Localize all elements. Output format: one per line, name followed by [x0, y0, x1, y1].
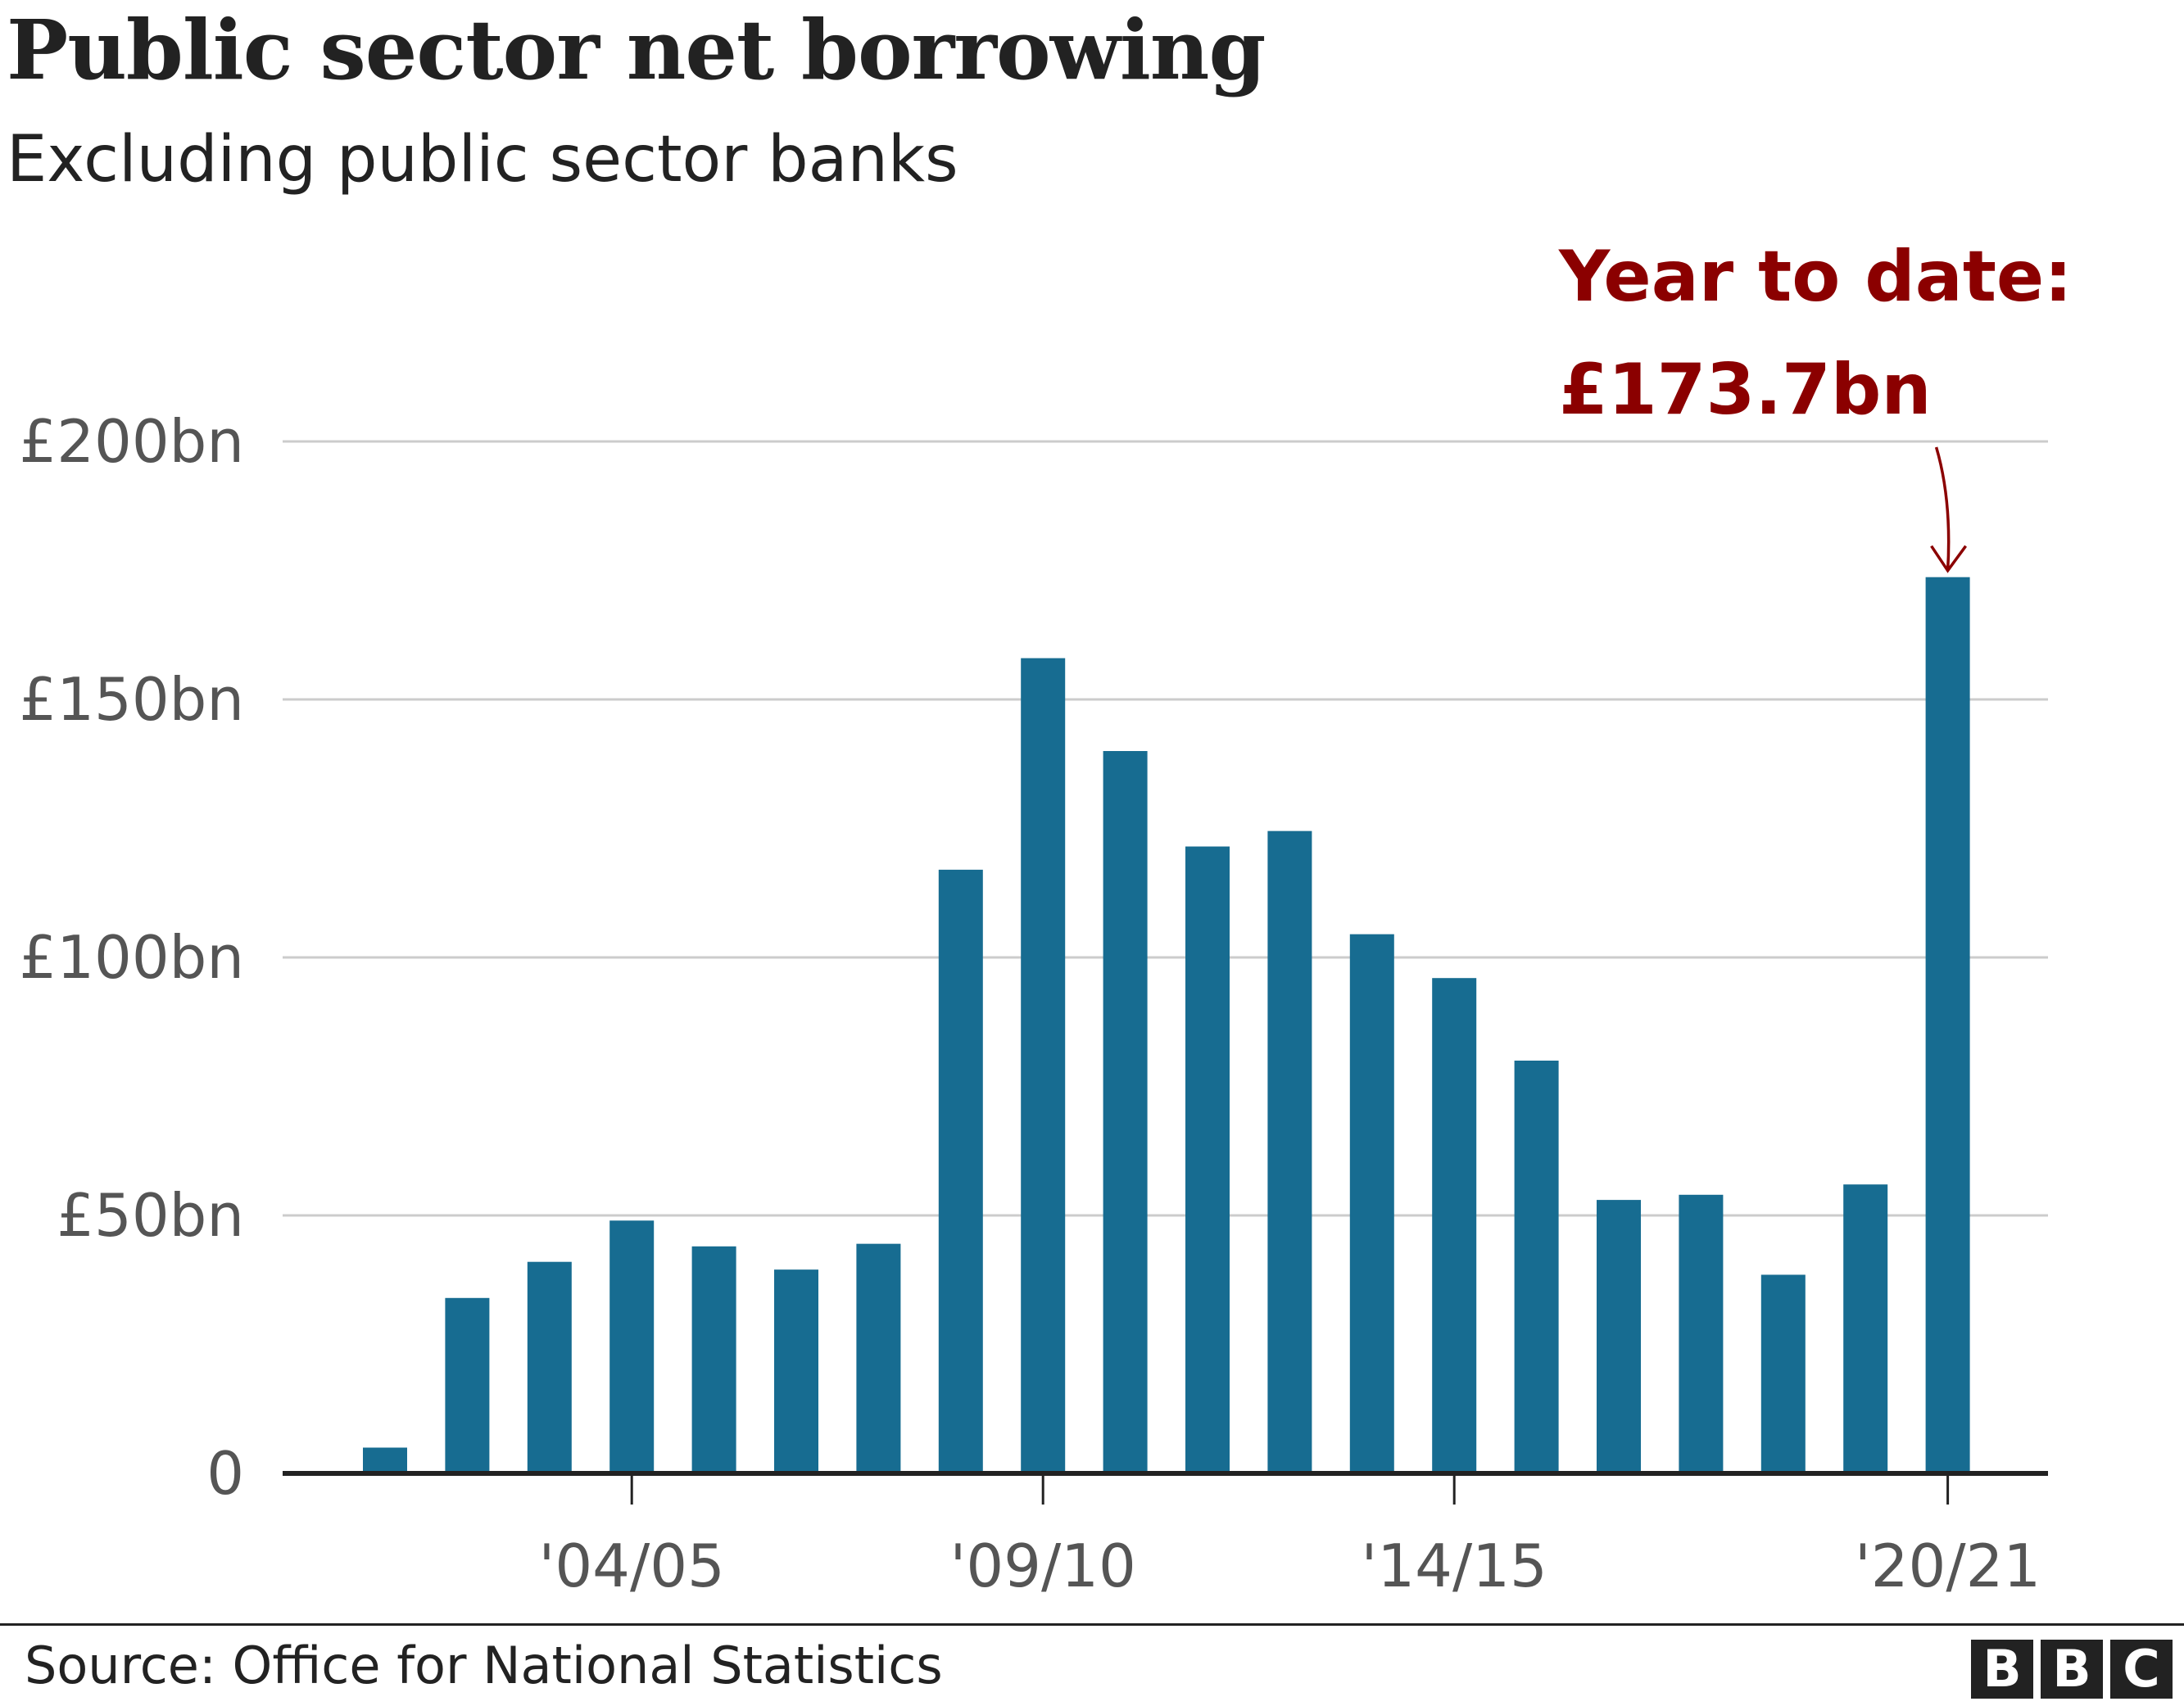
bar — [1021, 658, 1066, 1473]
bbc-logo-letter: B — [1971, 1640, 2033, 1699]
annotation-arrowhead — [1930, 545, 1968, 573]
annotation-value: £173.7bn — [1559, 349, 1932, 431]
y-tick-label: £100bn — [19, 923, 244, 992]
y-tick-label: 0 — [206, 1439, 244, 1508]
y-tick-label: £50bn — [57, 1181, 244, 1250]
bar — [691, 1246, 736, 1473]
bar — [1843, 1184, 1888, 1473]
source-note: Source: Office for National Statistics — [25, 1636, 943, 1695]
bar — [1514, 1061, 1559, 1473]
bar — [856, 1243, 901, 1473]
bar — [1760, 1274, 1806, 1473]
bar — [445, 1297, 490, 1473]
chart-title: Public sector net borrowing — [7, 2, 1266, 98]
bbc-logo-letter: C — [2110, 1640, 2173, 1699]
x-tick-label: '20/21 — [1855, 1532, 2041, 1600]
bar — [1267, 830, 1312, 1473]
bar — [938, 869, 983, 1473]
bar — [609, 1220, 655, 1473]
y-tick-label: £150bn — [19, 665, 244, 734]
bar — [1103, 751, 1148, 1473]
x-tick-label: '09/10 — [950, 1532, 1136, 1600]
y-tick-label: £200bn — [19, 407, 244, 476]
bar-chart: 0 £50bn £100bn £150bn £200bn '04/05 '09/10 '14/… — [19, 236, 2073, 1600]
bar — [1925, 577, 1970, 1474]
bar — [527, 1261, 572, 1473]
bbc-logo-letter: B — [2041, 1640, 2103, 1699]
bar — [1185, 846, 1230, 1473]
x-tick-label: '04/05 — [539, 1532, 725, 1600]
bar — [1432, 978, 1477, 1473]
annotation-label: Year to date: — [1558, 236, 2073, 318]
x-tick-label: '14/15 — [1362, 1532, 1547, 1600]
bbc-logo: B B C — [1971, 1640, 2173, 1699]
bar — [1679, 1194, 1724, 1473]
bar — [1597, 1200, 1641, 1473]
annotation-arrow — [1934, 446, 1951, 571]
bar — [1349, 934, 1394, 1473]
bar — [774, 1269, 818, 1473]
bar — [363, 1447, 407, 1473]
chart-subtitle: Excluding public sector banks — [7, 123, 958, 197]
footer-divider — [0, 1623, 2184, 1626]
